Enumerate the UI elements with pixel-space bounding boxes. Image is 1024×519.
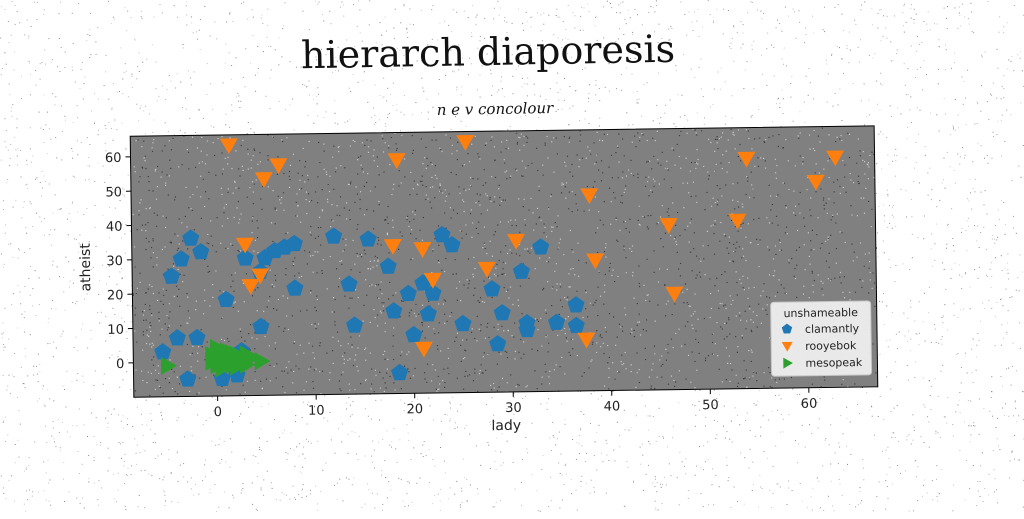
x-tick-label: 0	[214, 405, 222, 420]
y-tick-label: 20	[107, 288, 124, 303]
y-tick-label: 60	[105, 151, 122, 166]
legend: unshameable clamantly rooyebok mesopeak	[771, 301, 872, 376]
x-tick-label: 60	[801, 397, 818, 412]
x-tick-label: 30	[505, 401, 522, 416]
x-tick-label: 50	[702, 398, 719, 413]
y-tick-label: 0	[116, 357, 124, 372]
y-tick-label: 40	[106, 220, 123, 235]
legend-label: mesopeak	[805, 356, 863, 370]
legend-label: clamantly	[805, 322, 860, 336]
y-axis-label: atheist	[78, 243, 95, 292]
y-tick-label: 10	[107, 323, 124, 338]
y-axis-ticks: 0 10 20 30 40 50 60	[105, 151, 134, 372]
y-tick-label: 50	[105, 185, 122, 200]
x-tick-label: 20	[407, 402, 424, 417]
y-tick-label: 30	[106, 254, 123, 269]
x-tick-label: 40	[604, 399, 621, 414]
legend-label: rooyebok	[805, 339, 857, 353]
x-axis-label: lady	[491, 418, 521, 434]
x-tick-label: 10	[308, 404, 325, 419]
legend-title: unshameable	[783, 306, 858, 320]
